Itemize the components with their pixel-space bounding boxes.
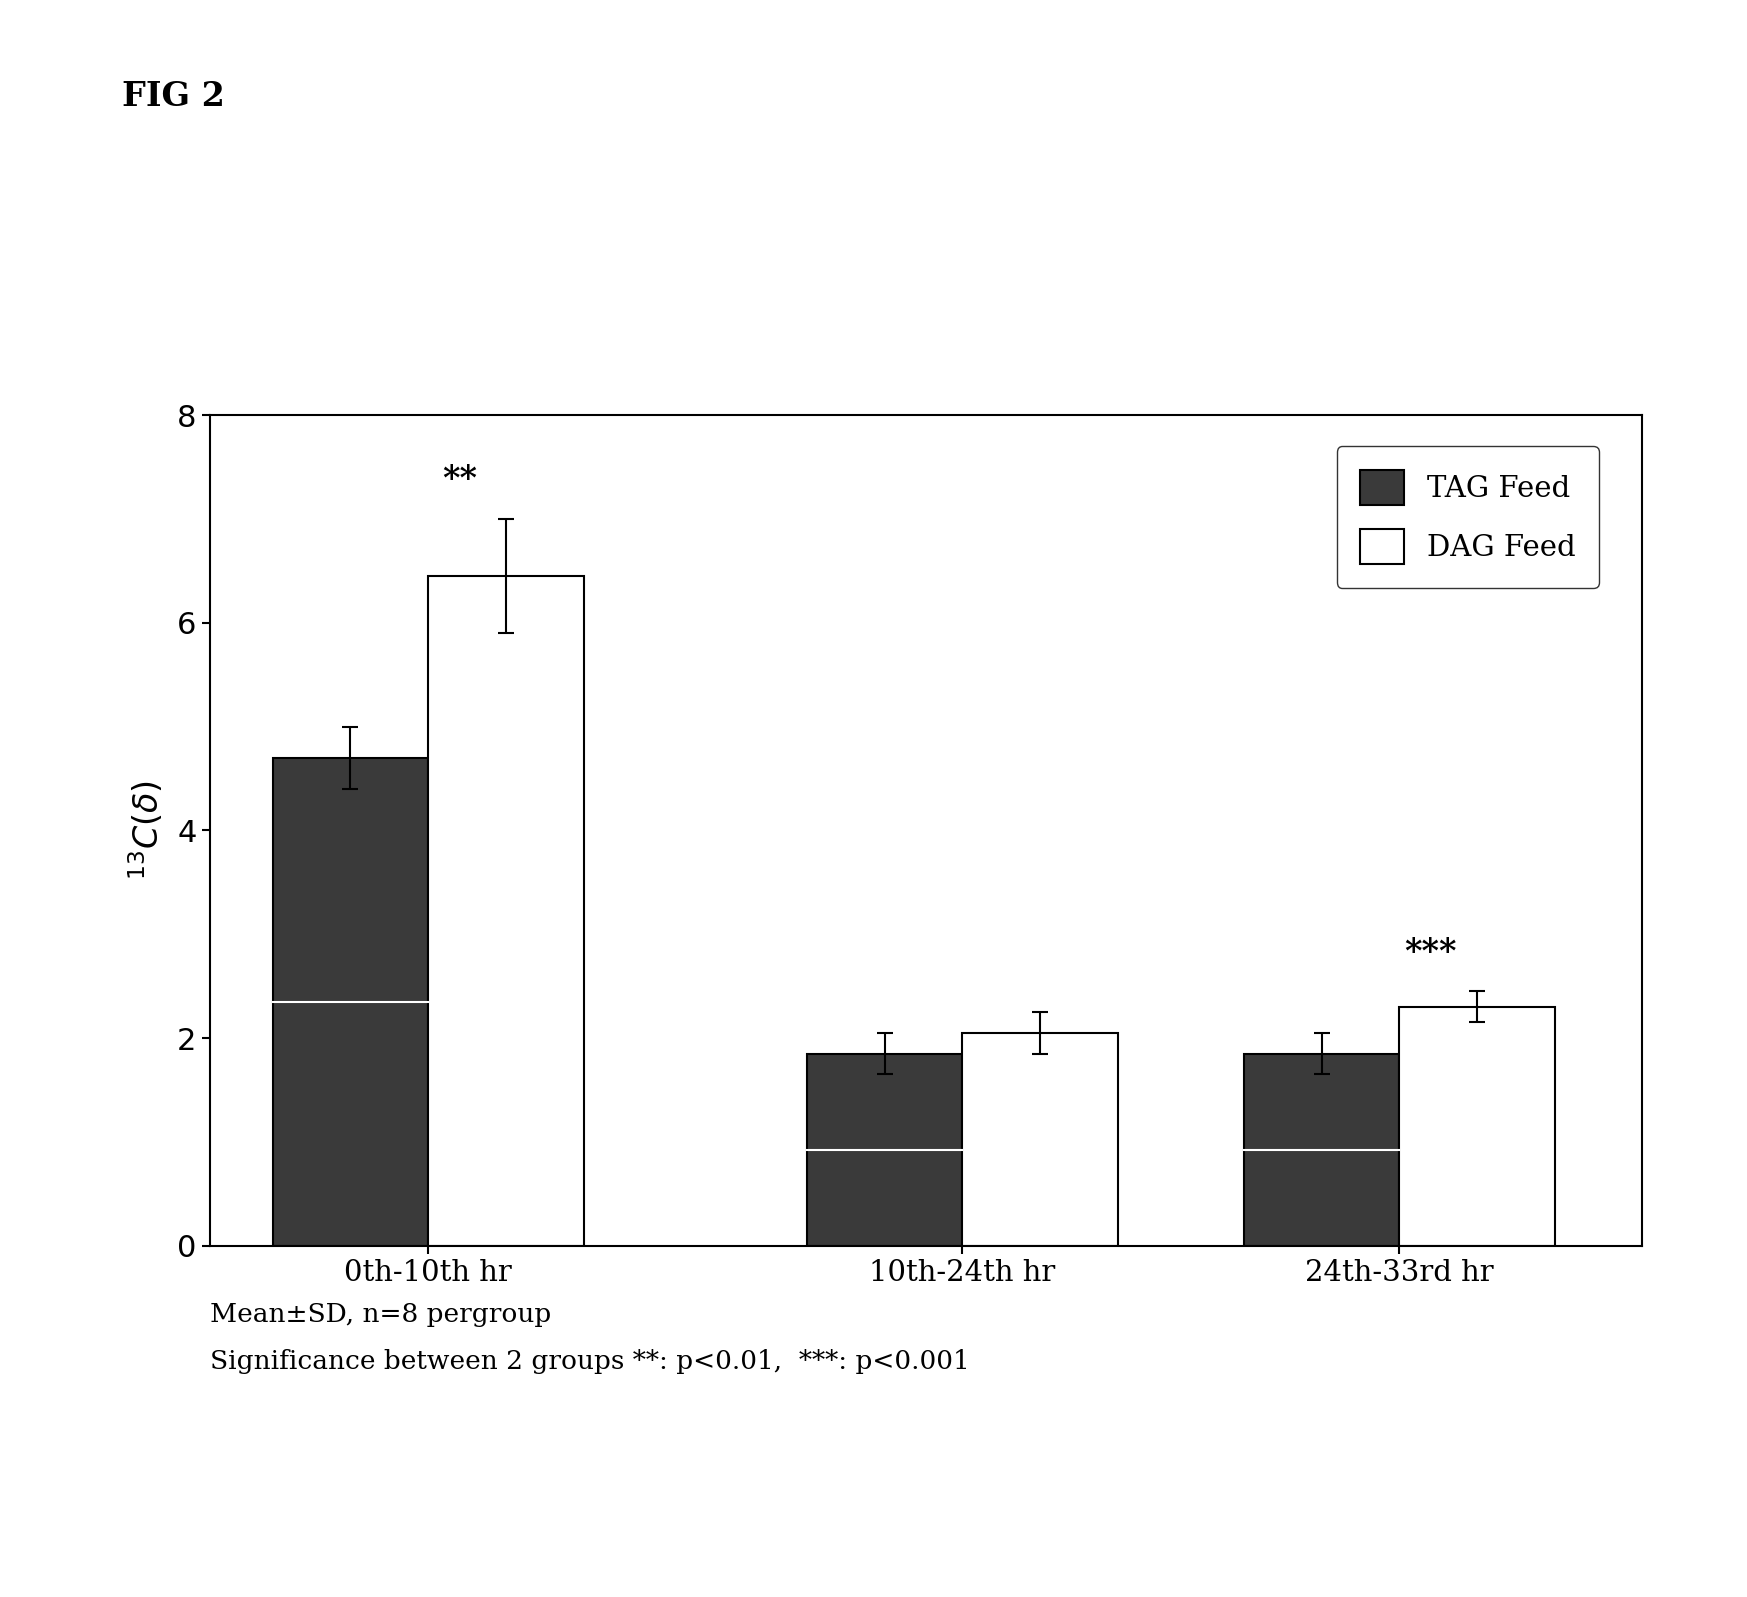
Bar — [963, 1033, 1118, 1246]
Bar — [1399, 1008, 1555, 1246]
Text: **: ** — [442, 463, 477, 497]
Text: ***: *** — [1405, 936, 1457, 968]
Text: Mean±SD, n=8 pergroup: Mean±SD, n=8 pergroup — [210, 1302, 550, 1327]
Bar — [428, 577, 583, 1246]
Text: FIG 2: FIG 2 — [122, 80, 225, 113]
Bar — [807, 1054, 963, 1246]
Text: Significance between 2 groups **: p<0.01,  ***: p<0.001: Significance between 2 groups **: p<0.01… — [210, 1349, 970, 1375]
Y-axis label: $^{13}C(\delta)$: $^{13}C(\delta)$ — [128, 781, 166, 880]
Bar — [1244, 1054, 1399, 1246]
Bar — [273, 759, 428, 1246]
Legend: TAG Feed, DAG Feed: TAG Feed, DAG Feed — [1336, 447, 1599, 588]
